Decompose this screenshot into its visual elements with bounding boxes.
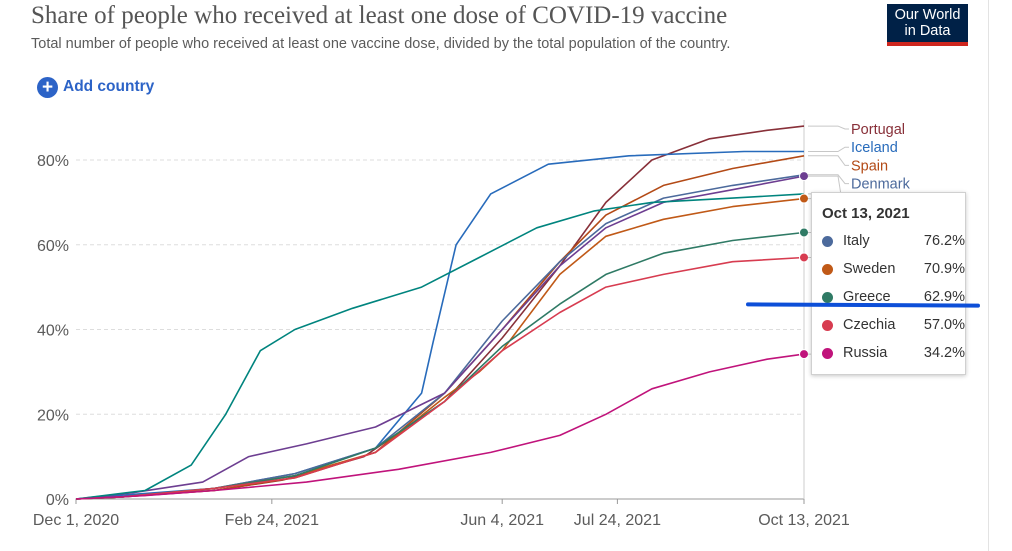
hover-tooltip: Oct 13, 2021 Italy 76.2% Sweden 70.9% Greece… xyxy=(811,192,966,375)
tooltip-date: Oct 13, 2021 xyxy=(822,205,910,222)
tooltip-row: Sweden 70.9% xyxy=(822,255,965,283)
tooltip-color-dot xyxy=(822,291,833,303)
x-tick-label: Dec 1, 2020 xyxy=(33,512,119,529)
series-line-greece[interactable] xyxy=(75,231,805,500)
tooltip-color-dot xyxy=(822,347,833,359)
series-label-spain[interactable]: Spain xyxy=(851,158,888,174)
y-tick-label: 40% xyxy=(37,323,69,340)
series-line-finland[interactable] xyxy=(75,193,805,500)
endpoint-dot-sweden xyxy=(799,193,809,204)
y-tick-label: 80% xyxy=(37,153,69,170)
tooltip-row: Czechia 57.0% xyxy=(822,311,965,339)
endpoint-dot-greece xyxy=(799,227,809,238)
tooltip-country: Greece xyxy=(843,289,891,305)
logo-line-2: in Data xyxy=(904,23,951,39)
tooltip-row: Italy 76.2% xyxy=(822,227,965,255)
series-line-czechia[interactable] xyxy=(75,256,805,500)
add-country-label: Add country xyxy=(63,78,155,95)
y-tick-label: 0% xyxy=(46,492,69,509)
label-connector xyxy=(808,125,849,130)
tooltip-country: Russia xyxy=(843,345,888,361)
endpoint-dot-czechia xyxy=(799,252,809,263)
endpoint-dot-russia xyxy=(799,349,809,360)
tooltip-country: Czechia xyxy=(843,317,896,333)
series-line-sweden[interactable] xyxy=(75,197,805,500)
tooltip-country: Italy xyxy=(843,233,870,249)
tooltip-row: Russia 34.2% xyxy=(822,339,965,367)
tooltip-value: 34.2% xyxy=(923,345,965,361)
series-label-iceland[interactable]: Iceland xyxy=(851,140,898,156)
add-country-button[interactable]: + Add country xyxy=(37,75,154,99)
tooltip-row: Greece 62.9% xyxy=(822,283,965,311)
series-line-denmark[interactable] xyxy=(75,174,805,500)
x-tick-label: Jul 24, 2021 xyxy=(574,512,661,529)
plus-circle-icon: + xyxy=(37,76,58,98)
y-tick-label: 60% xyxy=(37,238,69,255)
tooltip-value: 70.9% xyxy=(923,261,965,277)
endpoint-dot-italy xyxy=(799,171,809,182)
x-tick-label: Oct 13, 2021 xyxy=(758,512,850,529)
owid-logo[interactable]: Our World in Data xyxy=(887,4,968,46)
x-tick-label: Feb 24, 2021 xyxy=(225,512,319,529)
x-tick-label: Jun 4, 2021 xyxy=(460,512,544,529)
tooltip-color-dot xyxy=(822,263,833,275)
tooltip-value: 76.2% xyxy=(923,233,965,249)
series-line-iceland[interactable] xyxy=(75,150,804,500)
panel-edge xyxy=(988,0,989,551)
series-line-italy[interactable] xyxy=(75,175,805,500)
series-label-denmark[interactable]: Denmark xyxy=(851,177,911,193)
tooltip-value: 62.9% xyxy=(923,289,965,305)
tooltip-value: 57.0% xyxy=(923,317,965,333)
tooltip-rows: Italy 76.2% Sweden 70.9% Greece 62.9% Czechia 5… xyxy=(822,227,965,367)
label-connector xyxy=(808,174,849,185)
tooltip-color-dot xyxy=(822,319,833,331)
series-line-spain[interactable] xyxy=(75,155,805,500)
logo-line-1: Our World xyxy=(894,7,961,23)
chart-subtitle: Total number of people who received at l… xyxy=(31,36,731,52)
y-tick-label: 20% xyxy=(37,407,69,424)
tooltip-color-dot xyxy=(822,235,833,247)
label-connector xyxy=(808,146,849,152)
label-connector xyxy=(808,155,849,166)
chart-title: Share of people who received at least on… xyxy=(31,2,728,29)
series-line-russia[interactable] xyxy=(75,353,805,500)
series-label-portugal[interactable]: Portugal xyxy=(851,122,905,138)
tooltip-country: Sweden xyxy=(843,261,896,277)
